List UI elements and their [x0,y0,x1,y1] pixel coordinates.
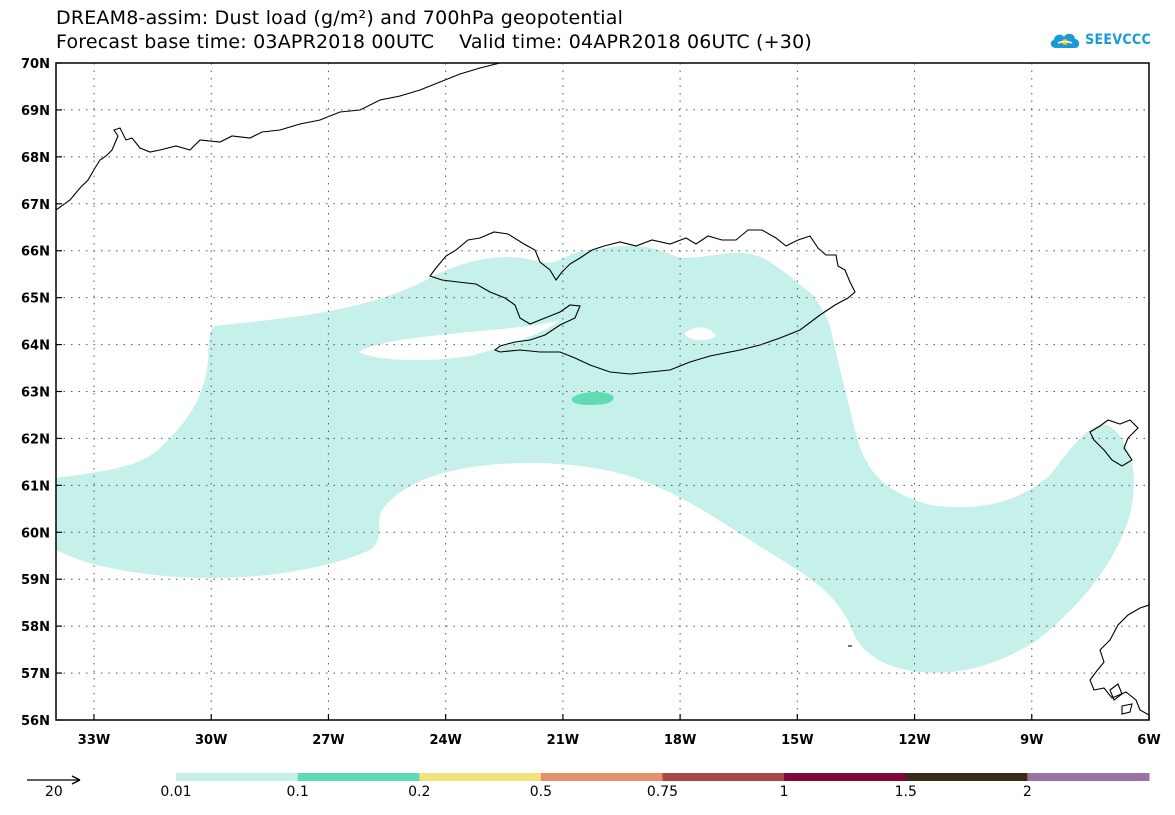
lat-label: 67N [21,198,50,213]
lon-label: 27W [312,733,344,748]
lat-label: 62N [21,432,50,447]
legend-swatch [784,773,907,781]
coast-iceland [429,229,856,375]
coast-hebrides [1109,683,1133,715]
lon-label: 24W [429,733,461,748]
lon-label: 30W [195,733,227,748]
lat-label: 68N [21,151,50,166]
legend-swatch [176,773,299,781]
cloud-icon [1050,33,1080,48]
lat-label: 64N [21,339,50,354]
lat-label: 61N [21,479,50,494]
vector-scale-label: 20 [45,784,63,800]
legend-swatch [662,773,785,781]
map-subtitle: Forecast base time: 03APR2018 00UTC Vali… [56,31,812,53]
coast-faroe [1089,419,1139,467]
lat-label: 56N [21,714,50,729]
lon-label: 18W [664,733,696,748]
legend-label: 1.5 [894,784,917,800]
legend-label: 0.2 [408,784,431,800]
legend-label: 1 [779,784,789,800]
latitude-labels: 70N 69N 68N 67N 66N 65N 64N 63N 62N 61N 60N 59N 58N 5… [21,57,50,729]
legend-label: 0.75 [646,784,679,800]
graticule [56,63,1149,720]
dust-region-medium [571,392,614,405]
lat-label: 63N [21,386,50,401]
axis-ticks [56,62,1150,721]
legend-swatch [905,773,1028,781]
map-title: DREAM8-assim: Dust load (g/m²) and 700hP… [56,7,624,29]
reference-vector [27,775,81,785]
legend-label: 2 [1022,784,1032,800]
lon-label: 9W [1020,733,1043,748]
dust-gap-north [770,258,835,300]
lat-label: 65N [21,292,50,307]
seevccc-logo: SEEVCCC [1048,30,1151,50]
legend-label: 0.1 [286,784,309,800]
dust-region-low [56,245,1134,673]
longitude-labels: 33W 30W 27W 24W 21W 18W 15W 12W 9W 6W [78,733,1161,748]
lat-label: 69N [21,104,50,119]
legend-swatch [540,773,663,781]
logo-text: SEEVCCC [1085,32,1151,48]
lon-label: 21W [547,733,579,748]
legend-label: 0.01 [160,784,192,800]
lat-label: 70N [21,57,50,72]
coast-scotland [1089,604,1149,716]
coast-greenland [56,63,503,211]
plot-area [56,63,1149,720]
dust-gap-small [684,327,716,341]
lon-label: 6W [1137,733,1160,748]
dust-gap-faxafloi [358,320,560,361]
lat-label: 59N [21,573,50,588]
lat-label: 66N [21,245,50,260]
coastlines [56,63,1149,716]
legend-label: 0.5 [529,784,553,800]
legend-swatch [1027,773,1150,781]
lat-label: 57N [21,667,50,682]
legend-colorbar [176,773,1150,781]
legend-swatch [297,773,420,781]
lon-label: 15W [781,733,813,748]
lat-label: 60N [21,526,50,541]
legend-swatch [419,773,542,781]
lon-label: 33W [78,733,110,748]
lon-label: 12W [898,733,930,748]
lat-label: 58N [21,620,50,635]
